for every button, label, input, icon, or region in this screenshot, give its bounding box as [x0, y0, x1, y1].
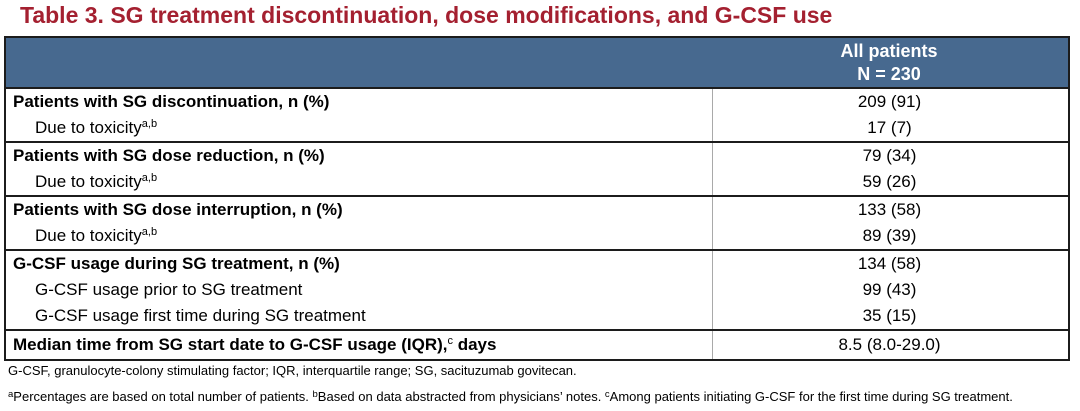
table-row: G-CSF usage during SG treatment, n (%) 1… [6, 249, 1068, 277]
row-label: Due to toxicitya,b [35, 226, 158, 245]
row-label: Patients with SG dose interruption, n (%… [13, 200, 343, 219]
footnote-details: aPercentages are based on total number o… [8, 389, 1013, 404]
row-label: G-CSF usage first time during SG treatme… [35, 306, 366, 325]
row-value: 17 (7) [712, 115, 1066, 141]
row-label: Due to toxicitya,b [35, 118, 158, 137]
row-label: G-CSF usage during SG treatment, n (%) [13, 254, 340, 273]
footnote-abbreviations: G-CSF, granulocyte-colony stimulating fa… [8, 363, 577, 378]
row-value: 59 (26) [712, 169, 1066, 195]
column-header-line1: All patients [840, 41, 938, 61]
data-table: All patients N = 230 Patients with SG di… [4, 36, 1070, 361]
row-label: Due to toxicitya,b [35, 172, 158, 191]
header-empty-cell [6, 38, 712, 87]
row-value: 134 (58) [712, 251, 1066, 277]
row-value: 35 (15) [712, 303, 1066, 329]
row-value: 209 (91) [712, 89, 1066, 115]
table-row: Due to toxicitya,b 89 (39) [6, 223, 1068, 249]
table-row: Due to toxicitya,b 59 (26) [6, 169, 1068, 195]
table-row: Median time from SG start date to G-CSF … [6, 329, 1068, 359]
table-row: G-CSF usage first time during SG treatme… [6, 303, 1068, 329]
table-row: Patients with SG dose reduction, n (%) 7… [6, 141, 1068, 169]
row-value: 99 (43) [712, 277, 1066, 303]
column-header-all-patients: All patients N = 230 [712, 38, 1066, 87]
table-row: Due to toxicitya,b 17 (7) [6, 115, 1068, 141]
row-label: Median time from SG start date to G-CSF … [13, 335, 497, 354]
row-value: 133 (58) [712, 197, 1066, 223]
table-row: Patients with SG discontinuation, n (%) … [6, 89, 1068, 115]
table-row: G-CSF usage prior to SG treatment 99 (43… [6, 277, 1068, 303]
row-value: 8.5 (8.0-29.0) [712, 331, 1066, 359]
row-label: Patients with SG dose reduction, n (%) [13, 146, 325, 165]
row-value: 79 (34) [712, 143, 1066, 169]
table-header-row: All patients N = 230 [6, 38, 1068, 89]
row-label: G-CSF usage prior to SG treatment [35, 280, 303, 299]
table-row: Patients with SG dose interruption, n (%… [6, 195, 1068, 223]
row-label: Patients with SG discontinuation, n (%) [13, 92, 330, 111]
column-header-line2: N = 230 [857, 64, 921, 84]
table-title: Table 3. SG treatment discontinuation, d… [20, 2, 833, 28]
row-value: 89 (39) [712, 223, 1066, 249]
